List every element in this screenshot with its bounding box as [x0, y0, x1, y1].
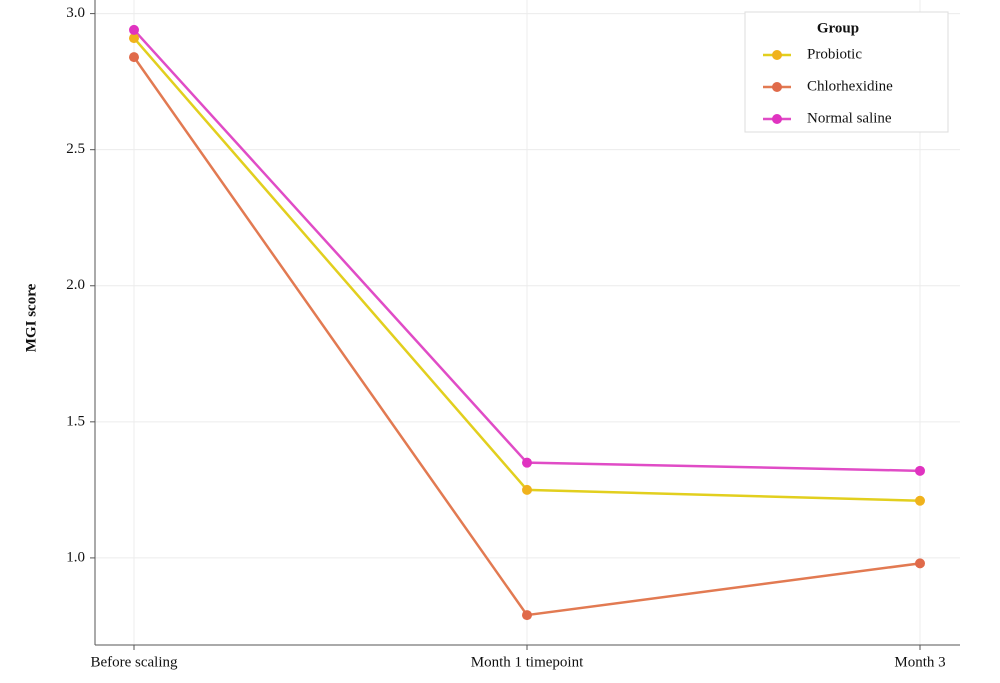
y-tick-label: 2.5 [66, 141, 85, 157]
data-point [522, 457, 532, 468]
data-point [915, 558, 925, 569]
data-point [129, 24, 139, 35]
legend-swatch-marker [772, 114, 782, 124]
data-point [915, 465, 925, 476]
legend-swatch-marker [772, 82, 782, 92]
y-tick-label: 1.0 [66, 549, 85, 565]
y-tick-label: 2.0 [66, 277, 85, 293]
legend-box [744, 11, 949, 133]
legend-label: Normal saline [807, 110, 892, 126]
legend-swatch-marker [772, 50, 782, 60]
legend-label: Chlorhexidine [807, 78, 893, 94]
data-point [522, 484, 532, 495]
y-axis-label: MGI score [23, 283, 39, 352]
y-tick-label: 1.5 [66, 413, 85, 429]
data-point [129, 52, 139, 63]
data-point [915, 495, 925, 506]
x-tick-label: Month 1 timepoint [471, 654, 584, 670]
data-point [522, 610, 532, 621]
x-tick-label: Month 3 [894, 654, 945, 670]
legend-label: Probiotic [807, 46, 862, 62]
x-tick-label: Before scaling [90, 654, 178, 670]
legend-title: Group [817, 20, 859, 36]
data-point [129, 33, 139, 44]
y-tick-label: 3.0 [66, 5, 85, 21]
